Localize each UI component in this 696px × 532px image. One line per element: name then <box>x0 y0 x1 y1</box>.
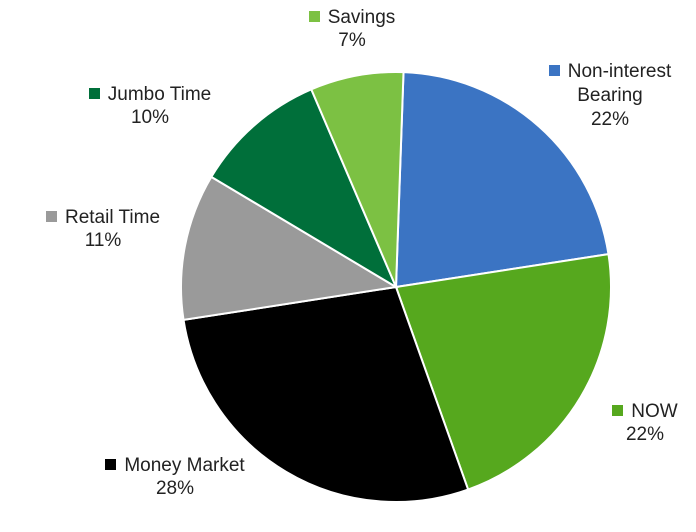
category-name: Savings <box>327 7 396 28</box>
slice-label: Retail Time 11% <box>13 206 193 252</box>
pie-slice <box>182 285 470 503</box>
legend-swatch <box>45 211 57 222</box>
category-name: Non-interest Bearing <box>567 61 672 106</box>
legend-swatch <box>308 11 320 22</box>
legend-swatch <box>88 88 100 99</box>
category-name: NOW <box>631 401 678 422</box>
legend-swatch <box>548 65 560 76</box>
value-label: 10% <box>130 107 170 128</box>
pie-slice <box>309 71 405 288</box>
category-name: Money Market <box>124 455 245 476</box>
pie-slice <box>394 71 610 289</box>
pie-slice <box>394 252 612 491</box>
legend-swatch <box>105 459 117 470</box>
legend-swatch <box>612 405 624 416</box>
value-label: 22% <box>590 109 630 130</box>
slice-label: Non-interest Bearing 22% <box>525 60 695 132</box>
slice-label: Jumbo Time 10% <box>60 83 240 129</box>
slice-label: Savings 7% <box>272 6 432 52</box>
slice-label: NOW 22% <box>585 400 696 446</box>
category-name: Retail Time <box>64 207 161 228</box>
value-label: 11% <box>84 230 122 251</box>
category-name: Jumbo Time <box>107 84 212 105</box>
slice-label: Money Market 28% <box>75 454 275 500</box>
value-label: 22% <box>625 424 665 445</box>
value-label: 7% <box>338 30 366 51</box>
value-label: 28% <box>155 478 195 499</box>
pie-slice <box>209 88 399 290</box>
pie-slice <box>180 175 399 322</box>
